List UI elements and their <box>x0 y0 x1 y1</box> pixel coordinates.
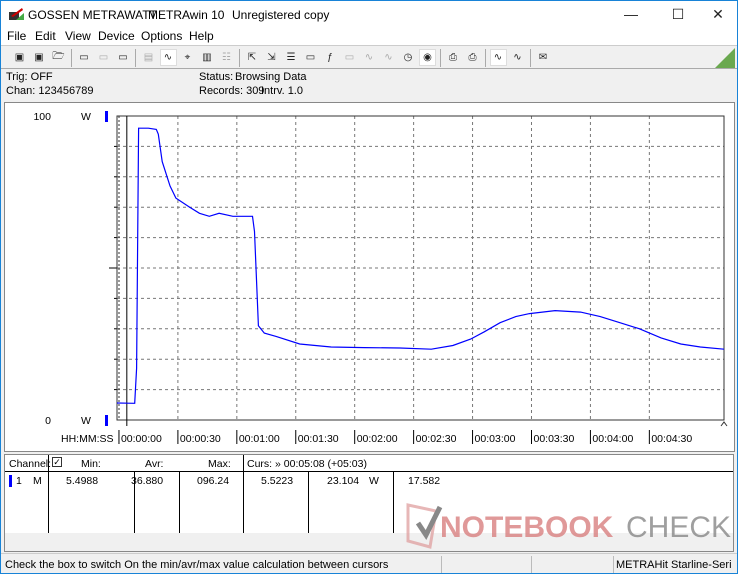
license-title: Unregistered copy <box>232 8 330 22</box>
header-max: Max: <box>208 458 231 470</box>
max-value: 096.24 <box>197 475 230 487</box>
status-value: Browsing Data <box>235 71 307 83</box>
y-unit-bottom: W <box>81 415 91 427</box>
menu-help[interactable]: Help <box>189 29 214 43</box>
status-label: Status: <box>199 71 234 83</box>
cursor-diff-value: 17.582 <box>408 475 441 487</box>
zoom-signal-icon[interactable]: ∿ <box>489 49 507 66</box>
y-top-label: 100 <box>33 111 51 123</box>
brand-title: GOSSEN METRAWATT <box>28 8 157 22</box>
toolbar-separator <box>135 49 136 67</box>
minimize-button[interactable]: — <box>624 6 638 22</box>
zoom-curve-icon[interactable]: ∿ <box>513 52 522 63</box>
import-icon[interactable]: ⇲ <box>267 52 276 63</box>
menu-edit[interactable]: Edit <box>35 29 56 43</box>
trigger-status: Trig: OFF <box>6 71 53 83</box>
menu-bar: File Edit View Device Options Help <box>1 28 737 45</box>
app-title: METRAwin 10 <box>148 8 225 22</box>
toolbar-separator <box>238 49 240 67</box>
power-series-line <box>116 127 725 404</box>
crosshair-icon[interactable]: ⌖ <box>184 52 191 63</box>
x-tick-label: 00:01:30 <box>298 433 339 445</box>
monitor-icon[interactable]: ▭ <box>305 52 316 63</box>
menu-device[interactable]: Device <box>98 29 135 43</box>
maximize-button[interactable]: ☐ <box>671 6 685 22</box>
min-value: 5.4988 <box>66 475 99 487</box>
menu-view[interactable]: View <box>65 29 91 43</box>
y-top-marker <box>105 111 108 122</box>
toolbar-separator <box>484 49 486 67</box>
export-icon[interactable]: ⇱ <box>247 52 257 63</box>
cursor1-value: 5.5223 <box>261 475 294 487</box>
minmax-checkbox[interactable]: ✓ <box>52 457 62 467</box>
table-icon[interactable]: ▥ <box>202 52 212 63</box>
y-bottom-label: 0 <box>45 415 51 427</box>
clock-icon[interactable]: ◷ <box>403 52 413 63</box>
x-tick-label: 00:04:30 <box>651 433 692 445</box>
header-avr: Avr: <box>145 458 164 470</box>
gossen-logo-icon <box>9 8 24 20</box>
header-min: Min: <box>81 458 101 470</box>
print-setup-icon[interactable]: ⎙ <box>468 52 477 63</box>
signal-icon[interactable]: ∿ <box>364 52 374 63</box>
data-icon[interactable]: ☰ <box>286 52 296 63</box>
x-tick-label: 00:04:00 <box>592 433 633 445</box>
open-folder-icon[interactable]: 🗁 <box>52 51 65 62</box>
avr-value: 36.880 <box>131 475 164 487</box>
channel-list: Chan: 123456789 <box>6 85 94 97</box>
interval-value: Intrv. 1.0 <box>261 85 303 97</box>
close-button[interactable]: ✕ <box>712 6 724 22</box>
timer-icon[interactable]: ◉ <box>419 49 436 66</box>
toolbar: ▣ ▣ 🗁 ▭ ▭ ▭ ▤ ∿ ⌖ ▥ ☷ ⇱ ⇲ ☰ ▭ ƒ ▭ ∿ ∿ ◷ ◉ ⎙ ⎙ ∿ ∿ ✉ <box>1 45 737 69</box>
plot-frame <box>116 115 725 421</box>
menu-file[interactable]: File <box>7 29 27 43</box>
y-bottom-marker <box>105 415 108 426</box>
menu-options[interactable]: Options <box>141 29 183 43</box>
header-cursors: Curs: » 00:05:08 (+05:03) <box>247 458 367 470</box>
x-axis-label: HH:MM:SS <box>61 433 114 445</box>
x-tick-label: 00:03:00 <box>475 433 516 445</box>
channel-mode: M <box>33 475 42 487</box>
function-icon[interactable]: ƒ <box>327 52 333 63</box>
status-bar: Check the box to switch On the min/avr/m… <box>1 553 737 574</box>
print-icon[interactable]: ⎙ <box>449 52 457 63</box>
cursor2-value: 23.104 <box>327 475 360 487</box>
power-chart[interactable]: 00:00:00 00:00:30 00:01:00 00:01:30 00:02:00… <box>1 1 738 461</box>
device-name: METRAHit Starline-Seri <box>616 559 732 571</box>
list-icon[interactable]: ▤ <box>143 52 154 63</box>
signal-fft-icon[interactable]: ∿ <box>384 52 393 63</box>
y-unit-top: W <box>81 111 91 123</box>
connection-indicator-icon <box>715 48 735 68</box>
x-tick-label: 00:00:30 <box>180 433 221 445</box>
save-as-icon[interactable]: ▣ <box>34 52 44 63</box>
device-transfer-icon[interactable]: ▭ <box>118 52 128 63</box>
info-panel: Trig: OFF Chan: 123456789 Status: Browsi… <box>1 69 737 102</box>
status-hint: Check the box to switch On the min/avr/m… <box>5 559 389 571</box>
save-icon[interactable]: ▣ <box>14 52 25 63</box>
title-bar: GOSSEN METRAWATT METRAwin 10 Unregistere… <box>1 1 737 28</box>
x-tick-label: 00:00:00 <box>121 433 162 445</box>
unit-label: W <box>369 475 379 487</box>
channel-color-marker <box>9 475 12 487</box>
records-count: Records: 309 <box>199 85 265 97</box>
cursor2-marker-icon <box>720 421 728 427</box>
toolbar-separator <box>529 49 531 67</box>
x-tick-label: 00:01:00 <box>239 433 280 445</box>
toolbar-separator <box>439 49 441 67</box>
chart-panel[interactable]: 00:00:00 00:00:30 00:01:00 00:01:30 00:02:00… <box>4 102 735 452</box>
grid-icon[interactable]: ☷ <box>222 52 231 63</box>
comment-icon[interactable]: ✉ <box>538 52 548 63</box>
x-tick-label: 00:02:30 <box>416 433 457 445</box>
waveform-icon[interactable]: ∿ <box>159 49 177 66</box>
toolbar-separator <box>70 49 72 67</box>
header-channel: Channel: <box>9 458 52 470</box>
x-tick-label: 00:03:30 <box>533 433 574 445</box>
device-icon[interactable]: ▭ <box>344 52 355 63</box>
measurement-table: Channel: ✓ Min: Avr: Max: Curs: » 00:05:… <box>4 454 734 552</box>
device-read-icon[interactable]: ▭ <box>79 52 89 63</box>
device-disabled-icon[interactable]: ▭ <box>98 52 109 63</box>
channel-number: 1 <box>16 475 22 487</box>
x-tick-label: 00:02:00 <box>357 433 398 445</box>
